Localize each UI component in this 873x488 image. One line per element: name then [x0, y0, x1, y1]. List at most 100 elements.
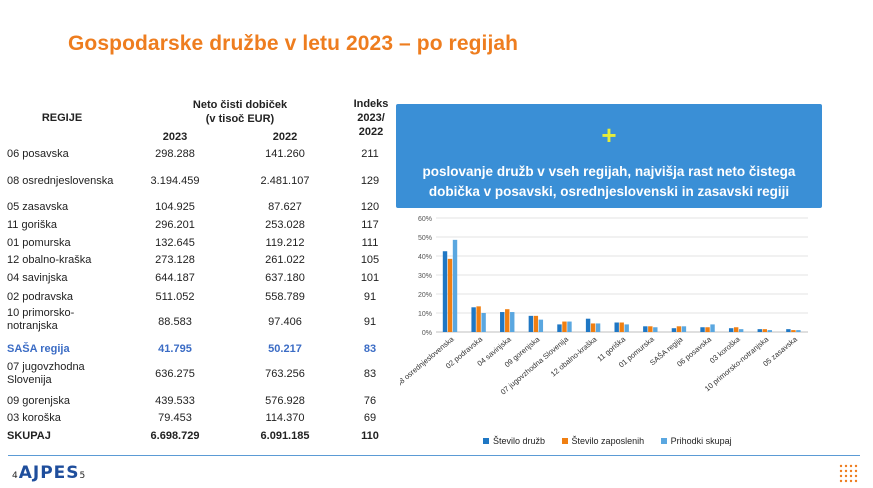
region-name: 09 gorenjska: [7, 395, 70, 407]
y-tick-label: 30%: [418, 273, 432, 280]
value-2023: 296.201: [155, 219, 195, 231]
chart-bar: [471, 307, 476, 332]
index-value: 69: [363, 412, 377, 424]
region-name: 10 primorsko-notranjska: [7, 307, 75, 332]
value-2023: 41.795: [158, 343, 192, 355]
chart-bar: [671, 328, 677, 332]
chart-legend: Število družb Število zaposlenih Prihodk…: [483, 436, 746, 446]
legend-label: Prihodki skupaj: [670, 436, 732, 446]
chart-bar: [528, 315, 534, 332]
chart-bar: [681, 326, 687, 332]
chart-bar: [567, 321, 572, 332]
chart-bar: [733, 327, 739, 332]
chart-bar: [648, 326, 653, 332]
y-tick-label: 20%: [418, 292, 432, 299]
value-2023: 511.052: [155, 291, 195, 303]
region-name: 08 osrednjeslovenska: [7, 175, 114, 187]
col-header-index: Indeks 2023/ 2022: [340, 97, 402, 139]
value-2023: 6.698.729: [150, 430, 200, 442]
y-tick-label: 10%: [418, 311, 432, 318]
index-value: 101: [360, 272, 380, 284]
chart-bar: [447, 258, 453, 332]
value-2022: 637.180: [265, 272, 305, 284]
ajpes-logo: 4AJPES5 1: [12, 463, 86, 483]
value-2023: 104.925: [155, 201, 195, 213]
y-tick-label: 40%: [418, 254, 432, 261]
legend-swatch-icon: [561, 438, 568, 444]
chart-bar: [557, 324, 562, 332]
callout-line2: dobička v posavski, osrednjeslovenski in…: [428, 184, 790, 199]
chart-bar: [585, 318, 591, 332]
chart-bar: [533, 315, 539, 332]
index-value: 117: [361, 219, 379, 231]
dots-grid-icon: [839, 464, 858, 483]
col-header-2022: 2022: [272, 131, 298, 143]
value-2022: 119.212: [265, 237, 305, 249]
chart-bar: [624, 324, 629, 332]
region-name: 04 savinjska: [7, 272, 68, 284]
value-2022: 114.370: [265, 412, 305, 424]
value-2023: 644.187: [155, 272, 195, 284]
value-2023: 88.583: [158, 316, 192, 328]
chart-bar: [705, 327, 710, 332]
chart-bar: [767, 330, 772, 332]
region-name: 05 zasavska: [7, 201, 69, 213]
col-header-index-line1: Indeks: [353, 98, 389, 110]
region-name: 03 koroška: [7, 412, 61, 424]
chart-bar: [590, 323, 596, 332]
value-2023: 298.288: [155, 148, 195, 160]
value-2023: 132.645: [155, 237, 195, 249]
callout-line1: poslovanje družb v vseh regijah, najvišj…: [422, 164, 796, 179]
region-name: 06 posavska: [7, 148, 69, 160]
value-2022: 253.028: [265, 219, 305, 231]
logo-text: AJPES: [18, 463, 80, 483]
chart-bar: [643, 326, 648, 332]
value-2022: 87.627: [268, 201, 302, 213]
value-2022: 6.091.185: [260, 430, 310, 442]
value-2022: 141.260: [265, 148, 305, 160]
regions-bar-chart: 0% 10% 20% 30% 40% 50% 60% 08 osrednjeslovenska…: [400, 208, 810, 468]
chart-bar: [500, 312, 505, 332]
chart-bar: [676, 326, 682, 332]
region-name: SKUPAJ: [7, 430, 51, 442]
index-value: 129: [360, 175, 380, 187]
value-2022: 2.481.107: [260, 175, 310, 187]
chart-bar: [786, 329, 791, 332]
highlight-callout: + poslovanje družb v vseh regijah, najvi…: [396, 104, 822, 208]
region-name: 02 podravska: [7, 291, 74, 303]
chart-bar: [505, 309, 510, 332]
region-name: 07 jugovzhodna Slovenija: [7, 361, 85, 386]
callout-text: poslovanje družb v vseh regijah, najvišj…: [402, 162, 816, 202]
value-2022: 50.217: [268, 343, 302, 355]
value-2022: 261.022: [265, 254, 305, 266]
value-2023: 79.453: [158, 412, 192, 424]
chart-bar: [562, 321, 567, 332]
index-value: 111: [361, 237, 379, 249]
legend-swatch-icon: [483, 438, 489, 444]
col-header-index-line2: 2023/: [357, 112, 385, 124]
legend-swatch-icon: [660, 438, 667, 444]
region-name: SAŠA regija: [7, 343, 70, 355]
index-value: 120: [360, 201, 380, 213]
value-2022: 558.789: [265, 291, 305, 303]
legend-label: Število zaposlenih: [571, 436, 645, 446]
y-tick-label: 60%: [418, 216, 432, 223]
value-2023: 636.275: [155, 368, 195, 380]
legend-item: Število družb: [483, 436, 545, 446]
legend-label: Število družb: [493, 436, 546, 446]
legend-item: Prihodki skupaj: [660, 436, 732, 446]
index-value: 105: [360, 254, 380, 266]
index-value: 91: [363, 291, 377, 303]
plus-icon: +: [601, 120, 617, 150]
chart-bar: [762, 329, 767, 332]
index-value: 83: [363, 368, 377, 380]
legend-item: Število zaposlenih: [561, 436, 645, 446]
value-2023: 3.194.459: [150, 175, 200, 187]
value-2022: 97.406: [268, 316, 302, 328]
col-header-region: REGIJE: [41, 112, 83, 124]
chart-bar: [700, 327, 705, 332]
chart-bar: [653, 327, 658, 332]
chart-bar: [442, 251, 448, 332]
chart-bar: [452, 239, 458, 332]
page-title: Gospodarske družbe v letu 2023 – po regi…: [68, 32, 519, 55]
